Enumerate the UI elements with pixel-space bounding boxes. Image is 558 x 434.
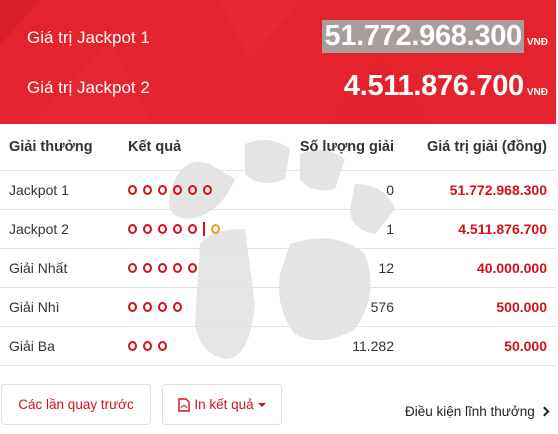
table-row: Jackpot 1 0 51.772.968.300 — [0, 170, 556, 210]
result-balls — [128, 262, 203, 273]
previous-draws-label: Các lần quay trước — [18, 397, 134, 412]
winner-count: 0 — [290, 170, 402, 210]
prize-name: Giải Ba — [0, 326, 120, 366]
prize-conditions-link[interactable]: Điều kiện lĩnh thưởng — [405, 404, 550, 419]
jackpot-2-value: 4.511.876.700 — [343, 70, 524, 102]
prize-conditions-label: Điều kiện lĩnh thưởng — [405, 404, 535, 419]
winner-count: 12 — [290, 248, 402, 288]
jackpot-2-label: Giá trị Jackpot 2 — [27, 78, 150, 97]
result-cell — [120, 248, 290, 288]
result-cell — [120, 287, 290, 327]
ball-icon — [128, 223, 137, 234]
prize-value: 40.000.000 — [402, 248, 556, 288]
ball-icon — [173, 223, 182, 234]
header-result: Kết quả — [120, 124, 290, 171]
table-header-row: Giải thưởng Kết quả Số lượng giải Giá tr… — [0, 124, 556, 171]
special-separator — [203, 221, 205, 236]
prize-name: Giải Nhất — [0, 248, 120, 288]
pdf-icon — [178, 397, 191, 412]
ball-icon — [188, 262, 197, 273]
result-cell — [120, 170, 290, 210]
ball-icon — [143, 340, 152, 351]
ball-icon — [188, 184, 197, 195]
ball-icon — [158, 223, 167, 234]
winner-count: 576 — [290, 287, 402, 327]
prize-value: 4.511.876.700 — [402, 209, 556, 249]
prize-name: Jackpot 1 — [0, 170, 120, 210]
ball-icon — [143, 184, 152, 195]
ball-icon — [173, 184, 182, 195]
ball-icon — [143, 223, 152, 234]
winner-count: 11.282 — [290, 326, 402, 366]
ball-icon — [158, 262, 167, 273]
print-results-label: In kết quả — [194, 397, 254, 412]
ball-icon — [173, 301, 182, 312]
result-balls — [128, 340, 173, 351]
ball-icon — [188, 223, 197, 234]
jackpot-2-row: Giá trị Jackpot 2 4.511.876.700 VNĐ — [0, 68, 556, 108]
previous-draws-button[interactable]: Các lần quay trước — [1, 384, 151, 425]
table-row: Giải Nhất 12 40.000.000 — [0, 248, 556, 288]
jackpot-1-value: 51.772.968.300 — [322, 20, 524, 53]
table-row: Jackpot 2 1 4.511.876.700 — [0, 209, 556, 249]
header-count: Số lượng giải — [290, 124, 402, 171]
ball-icon — [203, 184, 212, 195]
table-row: Giải Nhì 576 500.000 — [0, 287, 556, 327]
jackpot-2-unit: VNĐ — [526, 87, 548, 98]
chevron-right-icon — [539, 406, 550, 417]
ball-icon — [128, 184, 137, 195]
result-balls — [128, 221, 226, 236]
ball-icon — [158, 340, 167, 351]
header-prize: Giải thưởng — [0, 124, 120, 171]
ball-icon — [158, 301, 167, 312]
jackpot-1-row: Giá trị Jackpot 1 51.772.968.300 VNĐ — [0, 18, 556, 58]
ball-icon — [143, 262, 152, 273]
result-cell — [120, 326, 290, 366]
banner-decoration — [0, 0, 430, 124]
winner-count: 1 — [290, 209, 402, 249]
result-balls — [128, 301, 188, 312]
ball-icon — [128, 262, 137, 273]
table-row: Giải Ba 11.282 50.000 — [0, 326, 556, 366]
prize-value: 500.000 — [402, 287, 556, 327]
caret-down-icon — [257, 402, 266, 407]
prize-table-area: Giải thưởng Kết quả Số lượng giải Giá tr… — [0, 124, 556, 366]
prize-value: 51.772.968.300 — [402, 170, 556, 210]
header-value: Giá trị giải (đồng) — [402, 124, 556, 171]
ball-icon — [158, 184, 167, 195]
jackpot-1-unit: VNĐ — [526, 37, 548, 48]
result-balls — [128, 184, 218, 195]
result-cell — [120, 209, 290, 249]
prize-name: Jackpot 2 — [0, 209, 120, 249]
print-results-button[interactable]: In kết quả — [162, 384, 282, 425]
ball-icon — [143, 301, 152, 312]
prize-table: Giải thưởng Kết quả Số lượng giải Giá tr… — [0, 124, 556, 366]
ball-icon — [173, 262, 182, 273]
prize-name: Giải Nhì — [0, 287, 120, 327]
jackpot-banner: Giá trị Jackpot 1 51.772.968.300 VNĐ Giá… — [0, 0, 556, 124]
ball-icon — [128, 340, 137, 351]
jackpot-1-label: Giá trị Jackpot 1 — [27, 28, 150, 47]
special-ball-icon — [211, 223, 220, 234]
prize-value: 50.000 — [402, 326, 556, 366]
ball-icon — [128, 301, 137, 312]
